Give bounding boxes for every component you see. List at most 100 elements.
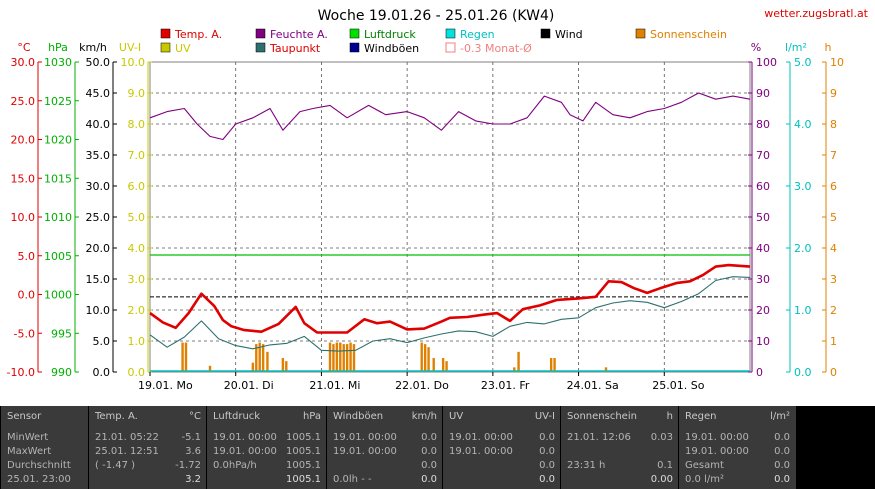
stats-cell: 0.0: [421, 460, 437, 471]
stats-cell: 19.01. 00:00 0.0: [449, 446, 555, 457]
humidity-tick-label: 100: [756, 56, 777, 69]
sun-axis-unit: h: [825, 41, 832, 54]
axis-tick-labels: 30.025.020.015.010.05.00.0-5.0-10.010301…: [7, 56, 844, 379]
stats-cell: ( -1.47 ) -1.72: [95, 460, 201, 471]
wind-tick-label: 15.0: [86, 273, 111, 286]
sun-tick-label: 2: [830, 304, 837, 317]
humidity-tick-label: 80: [756, 118, 770, 131]
stats-column: UV UV-I 19.01. 00:00 0.0 19.01. 00:00 0.0 0.0 0…: [442, 406, 561, 489]
stats-cell: 19.01. 00:00 1005.1: [213, 446, 321, 457]
humidity-tick-label: 50: [756, 211, 770, 224]
uv-tick-label: 4.0: [128, 242, 146, 255]
sun-tick-label: 6: [830, 180, 837, 193]
legend-label: Regen: [460, 28, 495, 41]
uv-tick-label: 1.0: [128, 335, 146, 348]
sun-tick-label: 7: [830, 149, 837, 162]
stats-column: Luftdruck hPa 19.01. 00:00 1005.1 19.01. 00:…: [206, 406, 327, 489]
chart-legend: Temp. A. Feuchte A. Luftdruck Regen Wind Sonn…: [160, 28, 727, 55]
humidity-tick-label: 0: [756, 366, 763, 379]
sunshine-bar: [266, 351, 269, 372]
sunshine-bar: [549, 358, 553, 372]
sunshine-bar: [345, 344, 349, 372]
wind-tick-label: 45.0: [86, 87, 111, 100]
stats-cell: 19.01. 00:00 0.0: [333, 446, 437, 457]
legend-label: Feuchte A.: [270, 28, 328, 41]
sunshine-bar: [181, 342, 184, 372]
sun-tick-label: 5: [830, 211, 837, 224]
pressure-tick-label: 1000: [44, 289, 72, 302]
wind-tick-label: 50.0: [86, 56, 111, 69]
chart-title: Woche 19.01.26 - 25.01.26 (KW4): [318, 8, 555, 24]
uv-tick-label: 5.0: [128, 211, 146, 224]
pressure-tick-label: 995: [51, 327, 72, 340]
wind-tick-label: 30.0: [86, 180, 111, 193]
pressure-tick-label: 1025: [44, 95, 72, 108]
stats-column-header: Sonnenschein h: [567, 411, 673, 422]
legend-label: Windböen: [364, 42, 419, 55]
stats-cell: Gesamt 0.0: [685, 460, 790, 471]
uv-tick-label: 7.0: [128, 149, 146, 162]
grid-lines: [150, 62, 750, 372]
legend-swatch: [160, 28, 171, 39]
sunshine-bar: [441, 358, 445, 372]
sun-tick-label: 1: [830, 335, 837, 348]
wind-tick-label: 35.0: [86, 149, 111, 162]
sunshine-bar: [604, 367, 608, 372]
stats-column: Sensor MinWert MaxWert Durchschnitt 25.01. 2…: [0, 406, 89, 489]
sunshine-bar: [332, 344, 335, 372]
humidity-tick-label: 70: [756, 149, 770, 162]
stats-cell: MaxWert: [7, 446, 52, 457]
stats-cell: 19.01. 00:00 0.0: [685, 432, 790, 443]
legend-label: Temp. A.: [174, 28, 222, 41]
temp-tick-label: 20.0: [11, 134, 36, 147]
stats-cell: [561, 445, 679, 459]
stats-column: Regen l/m² 19.01. 00:00 0.0 19.01. 00:00 0.0 G…: [678, 406, 796, 489]
uv-axis-unit: UV-I: [119, 41, 141, 54]
uv-tick-label: 6.0: [128, 180, 146, 193]
sunshine-bar: [251, 362, 255, 372]
sun-tick-label: 3: [830, 273, 837, 286]
sunshine-bar: [513, 367, 516, 372]
chart-series: [149, 92, 751, 372]
rain-tick-label: 4.0: [794, 118, 812, 131]
stats-column-header: Temp. A. °C: [95, 411, 201, 422]
wind-axis-unit: km/h: [79, 41, 107, 54]
uv-tick-label: 0.0: [128, 366, 146, 379]
x-tick-label: 20.01. Di: [224, 379, 274, 392]
temp-tick-label: 15.0: [11, 172, 36, 185]
stats-column-header: UV UV-I: [449, 411, 555, 422]
stats-cell: 0.0: [539, 474, 555, 485]
stats-column-header: Regen l/m²: [685, 411, 790, 422]
site-label: wetter.zugsbratl.at: [764, 7, 868, 20]
humidity-tick-label: 60: [756, 180, 770, 193]
humidity-tick-label: 20: [756, 304, 770, 317]
humidity-tick-label: 90: [756, 87, 770, 100]
sunshine-bar: [281, 358, 285, 372]
stats-column-header: Sensor: [7, 411, 42, 422]
temp-tick-label: 25.0: [11, 95, 36, 108]
temp-tick-label: 0.0: [18, 289, 36, 302]
stats-cell: 21.01. 12:06 0.03: [567, 432, 673, 443]
series-line-temp-a-: [149, 263, 751, 334]
sunshine-bar: [423, 344, 427, 372]
humidity-tick-label: 30: [756, 273, 770, 286]
uv-tick-label: 10.0: [121, 56, 146, 69]
stats-cell: 25.01. 23:00: [7, 474, 71, 485]
stats-column-header: Luftdruck hPa: [213, 411, 321, 422]
sunshine-bar: [328, 342, 332, 372]
humidity-axis-unit: %: [751, 41, 761, 54]
stats-cell: 19.01. 00:00 0.0: [449, 432, 555, 443]
stats-cell: MinWert: [7, 432, 49, 443]
uv-tick-label: 2.0: [128, 304, 146, 317]
stats-cell: 0.0lh - -0.0: [333, 474, 437, 485]
legend-swatch: [349, 28, 360, 39]
legend-label: Taupunkt: [269, 42, 321, 55]
pressure-tick-label: 1020: [44, 134, 72, 147]
sunshine-bar: [553, 358, 556, 372]
legend-label: Sonnenschein: [650, 28, 727, 41]
stats-column-header: Windböen km/h: [333, 411, 437, 422]
legend-swatch: [160, 42, 171, 53]
pressure-tick-label: 990: [51, 366, 72, 379]
stats-table: Sensor MinWert MaxWert Durchschnitt 25.01. 2…: [0, 406, 875, 489]
